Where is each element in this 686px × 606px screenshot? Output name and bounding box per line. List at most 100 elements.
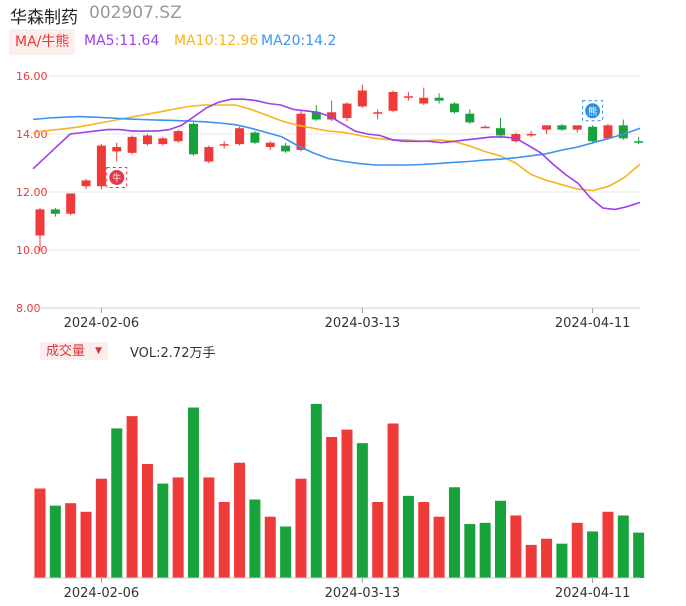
ma5-line <box>32 98 641 211</box>
volume-bar <box>141 463 153 578</box>
candle-body <box>96 145 106 187</box>
candle-body <box>127 136 137 153</box>
candle-body <box>480 126 490 129</box>
price-tick-label: 8.00 <box>16 302 41 315</box>
candle-body <box>618 125 628 139</box>
bull-marker-icon <box>109 170 125 185</box>
candle-body <box>265 142 275 148</box>
volume-bar <box>372 501 384 578</box>
volume-bars <box>34 403 645 578</box>
candle-body <box>403 96 413 98</box>
bull-marker-frame <box>106 167 128 188</box>
bull-marker-glyph: 牛 <box>112 172 121 184</box>
volume-bar <box>479 522 491 578</box>
candle-body <box>342 103 352 119</box>
price-axis: 16.00 14.00 12.00 10.00 8.00 <box>16 70 48 315</box>
volume-bar <box>326 436 338 578</box>
candle-body <box>373 112 383 114</box>
ma20-line <box>32 115 641 166</box>
volume-bar <box>80 511 92 578</box>
volume-value: VOL:2.72万手 <box>130 346 216 361</box>
candle-body <box>281 145 291 152</box>
candle-body <box>296 113 306 150</box>
price-tick-label: 12.00 <box>16 186 48 199</box>
volume-bar <box>495 500 506 578</box>
volume-bar <box>157 483 169 578</box>
volume-bar <box>510 515 522 578</box>
volume-bar <box>218 501 230 578</box>
price-tick-label: 10.00 <box>16 244 48 257</box>
volume-bar <box>387 423 399 578</box>
date-tick-label: 2024-04-11 <box>555 316 631 331</box>
volume-bar <box>95 478 107 578</box>
ma20-legend: MA20:14.2 <box>261 33 337 49</box>
volume-bar <box>602 511 614 578</box>
volume-bar <box>295 478 307 578</box>
candle-body <box>50 209 60 214</box>
ma-indicator-label: MA/牛熊 <box>15 34 70 50</box>
volume-bar <box>341 429 353 578</box>
stock-name: 华森制药 <box>10 8 78 28</box>
candle-body <box>357 90 367 107</box>
candle-body <box>142 135 152 145</box>
candle-body <box>66 193 76 214</box>
volume-indicator-selector[interactable]: 成交量 ▼ <box>40 342 109 360</box>
candle-body <box>250 132 260 143</box>
volume-bar <box>49 505 61 578</box>
stock-code: 002907.SZ <box>89 3 182 23</box>
price-tick-label: 16.00 <box>16 70 48 83</box>
date-tick-label: 2024-03-13 <box>325 316 401 331</box>
volume-bar <box>264 516 276 578</box>
candle-body <box>219 144 229 146</box>
candles <box>35 84 644 252</box>
volume-bar <box>172 477 184 578</box>
candle-body <box>542 125 552 130</box>
candle-body <box>388 91 398 111</box>
bear-marker-glyph: 熊 <box>588 105 597 117</box>
ma-lines <box>32 98 641 211</box>
volume-bar <box>587 531 599 578</box>
volume-bar <box>280 526 292 578</box>
candle-body <box>327 112 337 120</box>
candle-body <box>496 128 505 136</box>
volume-bar <box>541 538 553 578</box>
candle-body <box>158 138 168 145</box>
volume-bar <box>402 495 414 578</box>
signal-markers: 牛熊 <box>106 100 604 188</box>
volume-bar <box>433 516 445 578</box>
date-axis-price: 2024-02-06 2024-03-13 2024-04-11 <box>33 307 640 331</box>
volume-bar <box>448 487 460 578</box>
candle-body <box>204 147 214 162</box>
candle-body <box>557 125 567 130</box>
date-tick-label: 2024-02-06 <box>64 586 140 601</box>
candle-body <box>449 103 459 113</box>
date-tick-label: 2024-04-11 <box>555 586 631 601</box>
ma10-line <box>32 104 641 192</box>
volume-label: 成交量 <box>46 344 86 359</box>
volume-bar <box>188 407 199 578</box>
price-grid <box>33 75 640 309</box>
candle-body <box>35 209 45 236</box>
date-tick-label: 2024-03-13 <box>325 586 401 601</box>
volume-bar <box>310 403 322 578</box>
volume-bar <box>249 499 261 578</box>
volume-bar <box>556 543 568 578</box>
candle-body <box>112 147 122 152</box>
volume-bar <box>356 443 368 578</box>
dropdown-caret-icon: ▼ <box>95 346 103 356</box>
volume-bar <box>126 416 138 578</box>
ma-indicator-selector[interactable]: MA/牛熊 <box>9 29 76 55</box>
volume-bar <box>633 532 645 578</box>
volume-bar <box>464 524 476 578</box>
candle-body <box>189 123 198 155</box>
volume-bar <box>234 462 246 578</box>
date-tick-label: 2024-02-06 <box>64 316 140 331</box>
volume-bar <box>34 488 46 578</box>
ma5-legend: MA5:11.64 <box>84 33 160 49</box>
volume-bar <box>203 477 215 578</box>
candle-body <box>572 125 582 130</box>
candle-body <box>173 131 183 142</box>
candle-body <box>81 180 91 187</box>
ma10-legend: MA10:12.96 <box>174 33 259 49</box>
